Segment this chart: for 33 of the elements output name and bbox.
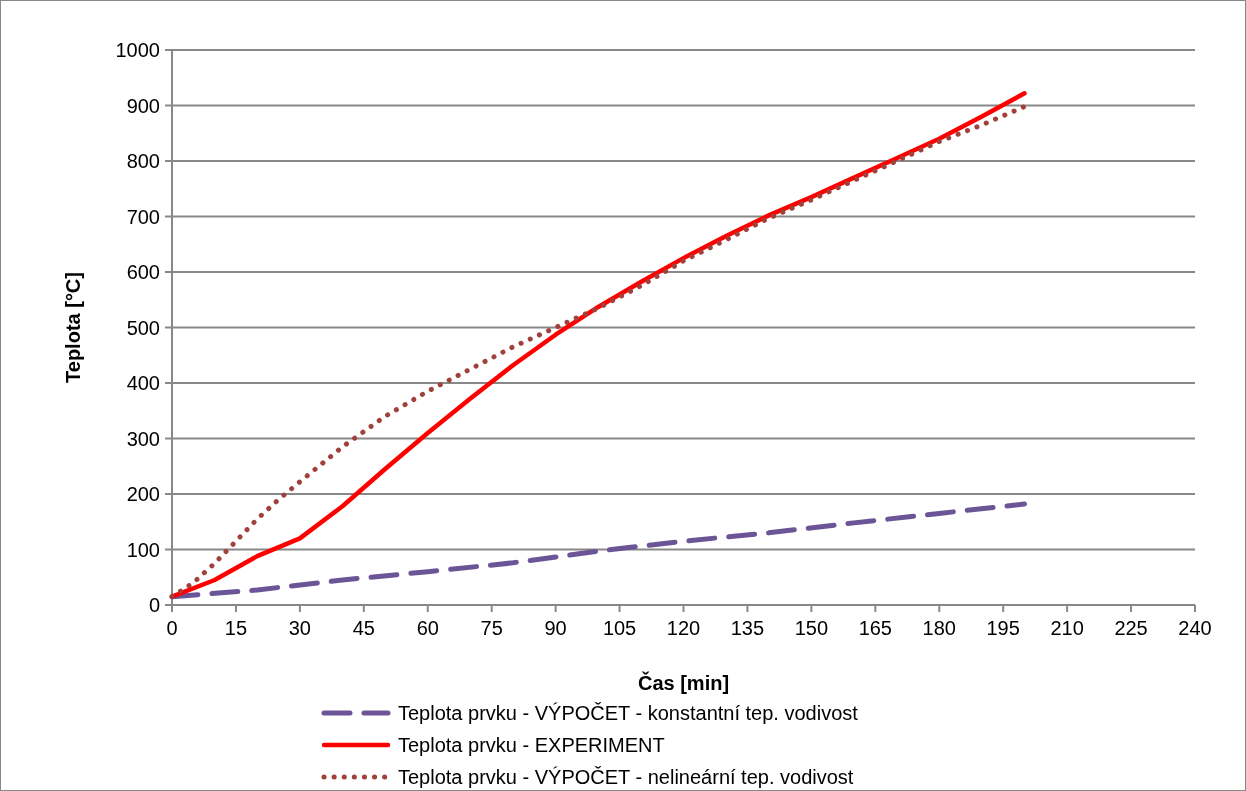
x-axis-title: Čas [min] bbox=[637, 671, 730, 694]
x-tick-label: 0 bbox=[166, 617, 178, 639]
x-tick-label: 225 bbox=[1114, 617, 1148, 639]
x-tick-label: 240 bbox=[1178, 617, 1212, 639]
x-tick-label: 135 bbox=[730, 617, 765, 639]
x-tick-label: 45 bbox=[352, 617, 375, 639]
x-tick-label: 180 bbox=[922, 617, 956, 639]
legend-label: Teplota prvku - VÝPOČET - konstantní tep. vodivost bbox=[398, 702, 859, 724]
x-tick-label: 15 bbox=[224, 617, 248, 639]
x-tick-label: 30 bbox=[288, 617, 311, 639]
x-tick-label: 120 bbox=[666, 617, 701, 639]
x-tick-label: 105 bbox=[602, 617, 637, 639]
x-tick-label: 75 bbox=[480, 617, 503, 639]
x-tick-label: 90 bbox=[544, 617, 567, 639]
y-tick-label: 700 bbox=[126, 205, 160, 228]
legend-label: Teplota prvku - EXPERIMENT bbox=[398, 734, 665, 756]
legend-label: Teplota prvku - VÝPOČET - nelineární tep. vodivost bbox=[398, 766, 854, 788]
y-tick-label: 800 bbox=[126, 150, 160, 172]
x-tick-label: 60 bbox=[416, 617, 439, 639]
x-tick-label: 150 bbox=[794, 617, 829, 639]
y-tick-label: 1000 bbox=[115, 39, 160, 61]
y-tick-label: 100 bbox=[126, 538, 160, 561]
y-tick-label: 600 bbox=[126, 261, 160, 283]
y-tick-label: 900 bbox=[126, 94, 160, 117]
x-tick-label: 165 bbox=[858, 617, 892, 639]
y-axis-title: Teplota [°C] bbox=[62, 272, 84, 383]
x-tick-label: 210 bbox=[1050, 617, 1084, 639]
y-tick-label: 0 bbox=[148, 594, 160, 616]
x-tick-label: 195 bbox=[986, 617, 1020, 639]
y-tick-label: 200 bbox=[126, 483, 160, 505]
y-tick-label: 300 bbox=[126, 427, 160, 450]
y-tick-label: 500 bbox=[126, 316, 160, 339]
y-tick-label: 400 bbox=[126, 372, 160, 394]
